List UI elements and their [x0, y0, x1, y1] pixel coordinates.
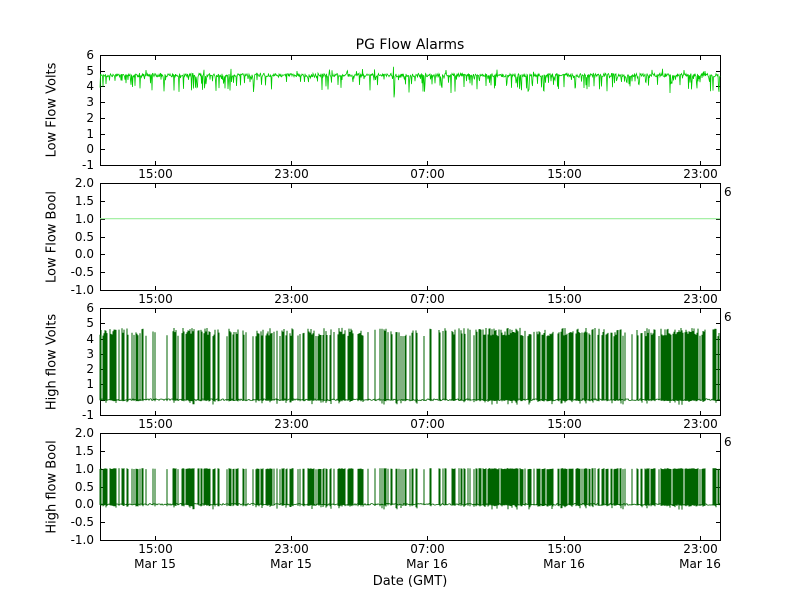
subplot-high-flow-bool: [99, 433, 721, 541]
y-tick-label: 4: [86, 331, 94, 346]
y-tick-label: 5: [86, 315, 94, 330]
x-tick-label: 15:00: [138, 292, 173, 306]
x-tick-label: 23:00: [683, 542, 718, 556]
subplot-low-flow-volts: [99, 55, 721, 166]
y-axis-title: High flow Volts: [44, 313, 60, 410]
date-tick-label: Mar 16: [406, 557, 448, 571]
axes-frame: [100, 183, 721, 291]
subplot-low-flow-bool: [100, 183, 721, 291]
x-tick-label: 15:00: [547, 167, 582, 181]
date-tick-label: Mar 15: [270, 557, 312, 571]
y-tick-label: 1.0: [74, 211, 94, 226]
y-tick-label: 2: [86, 361, 94, 376]
right-axis-tick-label: 6: [724, 185, 732, 199]
y-tick-label: -1.0: [70, 282, 94, 297]
y-tick-label: 0.0: [74, 246, 94, 261]
x-tick-label: 15:00: [547, 292, 582, 306]
y-tick-label: 4: [86, 78, 94, 93]
chart-title: PG Flow Alarms: [355, 37, 465, 53]
y-tick-label: 3: [86, 94, 94, 109]
data-series-high-flow-volts: [99, 327, 720, 405]
y-tick-label: 6: [86, 47, 94, 62]
y-tick-label: 0.5: [74, 479, 94, 494]
y-tick-label: 6: [86, 300, 94, 315]
x-tick-label: 07:00: [410, 417, 445, 431]
x-tick-label: 15:00: [138, 542, 173, 556]
x-tick-label: 23:00: [274, 292, 309, 306]
y-tick-label: 1: [86, 376, 94, 391]
y-tick-label: 1.5: [74, 443, 94, 458]
y-tick-label: 1: [86, 126, 94, 141]
x-tick-label: 15:00: [138, 417, 173, 431]
subplot-high-flow-volts: [99, 308, 721, 416]
x-tick-label: 15:00: [547, 417, 582, 431]
y-axis-title: Low Flow Bool: [44, 190, 60, 283]
x-tick-label: 23:00: [274, 167, 309, 181]
date-tick-label: Mar 16: [543, 557, 585, 571]
y-tick-label: 2: [86, 110, 94, 125]
y-tick-label: 2.0: [74, 175, 94, 190]
y-axis-title: High flow Bool: [44, 439, 60, 534]
x-tick-label: 23:00: [683, 417, 718, 431]
x-tick-label: 23:00: [274, 417, 309, 431]
y-tick-label: 0.0: [74, 496, 94, 511]
y-axis-title: Low Flow Volts: [44, 62, 60, 158]
x-tick-label: 15:00: [547, 542, 582, 556]
data-series-low-flow-volts: [99, 66, 721, 98]
y-tick-label: 5: [86, 63, 94, 78]
x-tick-label: 15:00: [138, 167, 173, 181]
y-tick-label: 1.0: [74, 461, 94, 476]
axes-frame: [100, 55, 721, 166]
y-tick-label: -0.5: [70, 514, 94, 529]
y-tick-label: 0: [86, 392, 94, 407]
x-tick-label: 23:00: [683, 167, 718, 181]
y-tick-label: 2.0: [74, 425, 94, 440]
right-axis-tick-label: 6: [724, 435, 732, 449]
x-tick-label: 07:00: [410, 542, 445, 556]
date-tick-label: Mar 16: [679, 557, 721, 571]
y-tick-label: 1.5: [74, 193, 94, 208]
x-tick-label: 07:00: [410, 167, 445, 181]
x-tick-label: 23:00: [274, 542, 309, 556]
date-tick-label: Mar 15: [134, 557, 176, 571]
right-axis-tick-label: 6: [724, 310, 732, 324]
data-series-high-flow-bool: [99, 468, 720, 510]
y-tick-label: 3: [86, 346, 94, 361]
x-tick-label: 23:00: [683, 292, 718, 306]
x-tick-label: 07:00: [410, 292, 445, 306]
y-tick-label: 0.5: [74, 229, 94, 244]
x-axis-label: Date (GMT): [372, 574, 448, 589]
y-tick-label: -1: [82, 157, 94, 172]
y-tick-label: 0: [86, 141, 94, 156]
y-tick-label: -1.0: [70, 532, 94, 547]
y-tick-label: -0.5: [70, 264, 94, 279]
y-tick-label: -1: [82, 407, 94, 422]
